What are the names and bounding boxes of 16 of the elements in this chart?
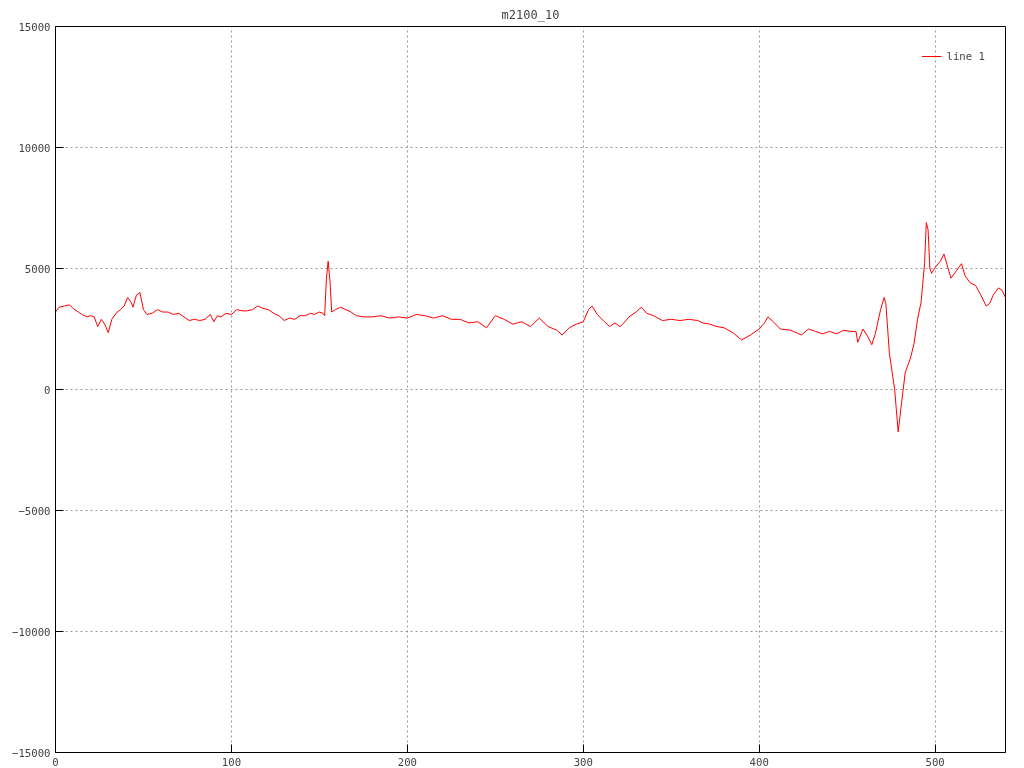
y-tick-label: 0 [44,383,51,397]
chart-title: m2100_10 [501,7,560,22]
y-tick-label: −15000 [12,746,51,760]
y-tick-label: −10000 [12,625,51,639]
y-tick-label: 15000 [18,20,51,34]
y-tick-label: −5000 [18,504,51,518]
legend-label: line 1 [946,49,985,63]
y-tick-label: 10000 [18,141,51,155]
x-tick-label: 500 [925,755,945,768]
x-tick-label: 100 [221,755,242,768]
line-series [55,222,1006,433]
x-tick-label: 300 [573,755,593,768]
y-tick-label: 5000 [24,262,51,276]
x-tick-label: 400 [749,755,769,768]
x-tick-label: 0 [52,755,59,768]
x-tick-label: 200 [397,755,417,768]
